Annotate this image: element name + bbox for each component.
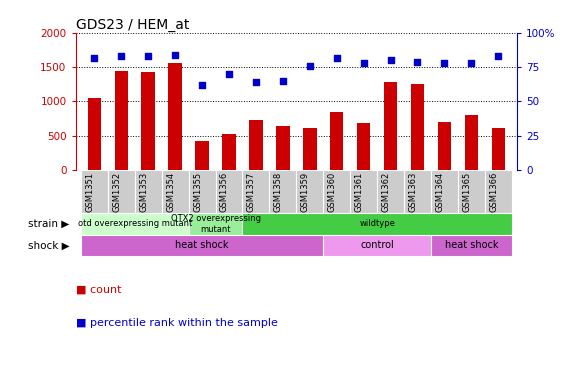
Bar [492,127,505,170]
FancyBboxPatch shape [162,170,189,213]
Bar [437,122,451,170]
Bar [88,98,101,170]
Text: GSM1353: GSM1353 [139,172,148,212]
Bar [330,112,343,170]
Text: strain ▶: strain ▶ [28,219,70,229]
Point [117,53,126,59]
Text: ■ count: ■ count [76,285,121,295]
Text: GSM1354: GSM1354 [166,172,175,212]
Text: GSM1363: GSM1363 [408,172,418,212]
Text: GSM1351: GSM1351 [85,172,94,212]
Text: GDS23 / HEM_at: GDS23 / HEM_at [76,18,189,32]
Point [440,60,449,66]
FancyBboxPatch shape [431,170,458,213]
FancyBboxPatch shape [81,213,189,235]
Point [89,55,99,60]
Point [494,53,503,59]
Point [305,63,314,69]
Point [413,59,422,65]
FancyBboxPatch shape [350,170,377,213]
Text: GSM1365: GSM1365 [462,172,471,212]
Point [467,60,476,66]
Text: GSM1357: GSM1357 [247,172,256,212]
Point [224,71,234,77]
FancyBboxPatch shape [296,170,323,213]
Point [359,60,368,66]
Bar [114,71,128,170]
FancyBboxPatch shape [458,170,485,213]
Text: shock ▶: shock ▶ [28,240,70,250]
FancyBboxPatch shape [377,170,404,213]
Text: GSM1361: GSM1361 [354,172,364,212]
Text: otd overexpressing mutant: otd overexpressing mutant [78,219,192,228]
FancyBboxPatch shape [323,235,431,256]
Text: GSM1352: GSM1352 [112,172,121,212]
Text: GSM1364: GSM1364 [435,172,444,212]
Bar [195,141,209,170]
Text: ■ percentile rank within the sample: ■ percentile rank within the sample [76,318,277,328]
FancyBboxPatch shape [323,170,350,213]
FancyBboxPatch shape [81,235,323,256]
FancyBboxPatch shape [270,170,296,213]
Text: GSM1362: GSM1362 [382,172,390,212]
FancyBboxPatch shape [242,213,512,235]
FancyBboxPatch shape [431,235,512,256]
Text: GSM1360: GSM1360 [328,172,337,212]
Point [332,55,342,60]
Text: GSM1366: GSM1366 [489,172,498,212]
Text: GSM1359: GSM1359 [301,172,310,212]
FancyBboxPatch shape [135,170,162,213]
Bar [168,63,182,170]
Point [278,78,288,84]
Point [170,52,180,58]
Point [386,57,395,63]
Text: OTX2 overexpressing
mutant: OTX2 overexpressing mutant [171,214,260,234]
Text: heat shock: heat shock [175,240,229,250]
Point [144,53,153,59]
Text: GSM1358: GSM1358 [274,172,283,212]
Text: wildtype: wildtype [359,219,395,228]
Bar [223,134,236,170]
Bar [303,127,317,170]
Text: GSM1356: GSM1356 [220,172,229,212]
Bar [276,126,289,170]
FancyBboxPatch shape [108,170,135,213]
FancyBboxPatch shape [404,170,431,213]
Bar [411,84,424,170]
Bar [142,72,155,170]
FancyBboxPatch shape [189,170,216,213]
Bar [249,120,263,170]
FancyBboxPatch shape [242,170,270,213]
FancyBboxPatch shape [81,170,108,213]
Text: GSM1355: GSM1355 [193,172,202,212]
FancyBboxPatch shape [189,213,242,235]
Bar [465,115,478,170]
Bar [357,123,370,170]
Bar [384,82,397,170]
Point [251,79,260,85]
FancyBboxPatch shape [216,170,242,213]
FancyBboxPatch shape [485,170,512,213]
Point [198,82,207,88]
Text: heat shock: heat shock [444,240,498,250]
Text: control: control [360,240,394,250]
